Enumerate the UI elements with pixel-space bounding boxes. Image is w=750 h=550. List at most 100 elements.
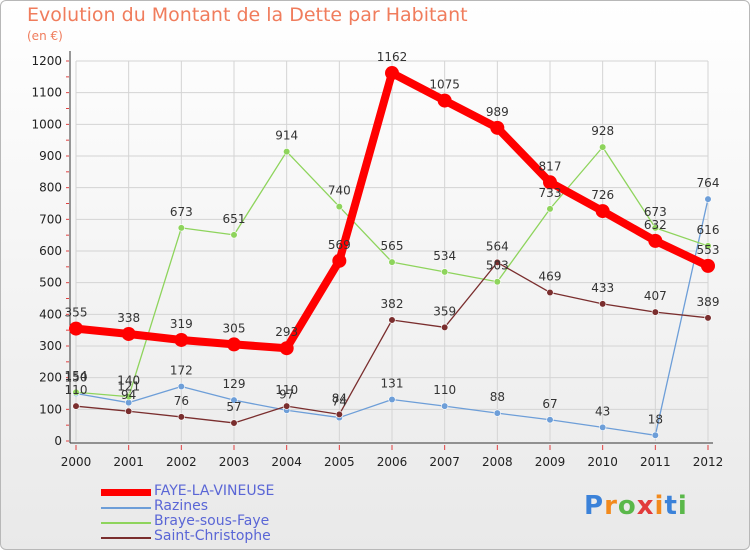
x-tick-label: 2002 (166, 455, 197, 469)
data-point (125, 407, 133, 415)
y-tick-label: 300 (39, 339, 62, 353)
data-label: 94 (121, 388, 136, 402)
data-point (546, 416, 554, 424)
data-label: 989 (486, 105, 509, 119)
legend-swatch (101, 507, 151, 509)
x-tick-label: 2000 (61, 455, 92, 469)
data-label: 1162 (377, 50, 408, 64)
data-label: 140 (117, 374, 140, 388)
data-label: 57 (226, 400, 241, 414)
data-label: 43 (595, 404, 610, 418)
data-label: 67 (542, 397, 557, 411)
data-point (599, 143, 607, 151)
data-label: 129 (223, 377, 246, 391)
y-tick-label: 0 (54, 434, 62, 448)
data-label: 673 (170, 205, 193, 219)
data-label: 433 (591, 281, 614, 295)
data-label: 110 (433, 383, 456, 397)
proxiti-logo: Proxiti (584, 491, 688, 521)
x-tick-label: 2009 (535, 455, 566, 469)
data-label: 150 (65, 371, 88, 385)
x-tick-label: 2011 (640, 455, 671, 469)
data-label: 110 (275, 383, 298, 397)
data-labels: 150 121 172 129 97 74 131 110 88 67 43 18 764 154 140 6… (65, 50, 720, 426)
data-point (543, 175, 557, 190)
legend-swatch (101, 522, 151, 524)
data-label: 88 (490, 390, 505, 404)
x-tick-label: 2008 (482, 455, 513, 469)
data-label: 97 (279, 387, 294, 401)
data-label: 764 (697, 176, 720, 190)
data-label: 673 (644, 205, 667, 219)
data-point (441, 402, 449, 410)
data-point (493, 409, 501, 417)
data-label: 564 (486, 239, 509, 253)
data-point (279, 341, 294, 356)
data-point (701, 258, 715, 273)
data-point (493, 258, 501, 267)
y-tick-label: 600 (39, 244, 62, 258)
data-label: 172 (170, 364, 193, 378)
y-tick-label: 1200 (31, 54, 62, 68)
data-label: 914 (275, 129, 298, 143)
data-point (546, 205, 554, 213)
data-label: 154 (65, 369, 88, 383)
data-label: 534 (433, 249, 456, 263)
data-label: 817 (539, 159, 562, 173)
data-label: 305 (223, 321, 246, 335)
x-tick-label: 2003 (219, 455, 250, 469)
data-label: 359 (433, 304, 456, 318)
data-point (125, 393, 133, 401)
data-point (230, 231, 238, 239)
data-point (230, 419, 238, 427)
legend-swatch (101, 489, 151, 496)
data-label: 407 (644, 289, 667, 303)
data-point (177, 413, 185, 421)
data-label: 18 (648, 412, 663, 426)
data-label: 651 (223, 212, 246, 226)
data-point (595, 204, 610, 219)
x-tick-label: 2001 (113, 455, 144, 469)
legend-label: Saint-Christophe (154, 528, 271, 544)
data-point (546, 288, 554, 297)
data-label: 726 (591, 188, 614, 202)
data-label: 1075 (429, 78, 460, 92)
y-tick-label: 700 (39, 212, 62, 226)
data-point (651, 224, 659, 232)
data-point (599, 423, 607, 431)
data-point (441, 268, 449, 276)
data-point (177, 382, 185, 391)
data-point (230, 396, 238, 404)
data-point (283, 402, 291, 410)
x-tick-label: 2010 (587, 455, 618, 469)
y-tick-label: 1000 (31, 117, 62, 131)
data-point (648, 233, 663, 248)
data-label: 319 (170, 317, 193, 331)
axes: 0 100 200 300 400 500 600 700 800 900 1000 1100 1200… (31, 51, 723, 469)
data-point (177, 224, 185, 232)
y-tick-label: 500 (39, 276, 62, 290)
legend-label: FAYE-LA-VINEUSE (154, 483, 275, 499)
y-tick-label: 100 (39, 402, 62, 416)
data-point (437, 93, 452, 108)
data-label: 76 (174, 394, 189, 408)
data-point (335, 203, 343, 211)
data-label: 131 (381, 377, 404, 391)
data-label: 293 (275, 325, 298, 339)
data-point (651, 431, 659, 439)
data-label: 338 (117, 311, 140, 325)
data-label: 565 (381, 239, 404, 253)
legend-label: Razines (154, 498, 209, 514)
y-tick-label: 400 (39, 307, 62, 321)
data-label: 733 (539, 186, 562, 200)
data-point (441, 323, 449, 331)
data-point (490, 120, 505, 135)
x-tick-label: 2012 (693, 455, 724, 469)
y-tick-label: 1100 (31, 86, 62, 100)
x-tick-label: 2007 (429, 455, 460, 469)
x-tick-label: 2005 (324, 455, 355, 469)
y-tick-label: 200 (39, 371, 62, 385)
data-label: 389 (697, 295, 720, 309)
data-point (283, 147, 291, 156)
data-point (388, 258, 396, 266)
